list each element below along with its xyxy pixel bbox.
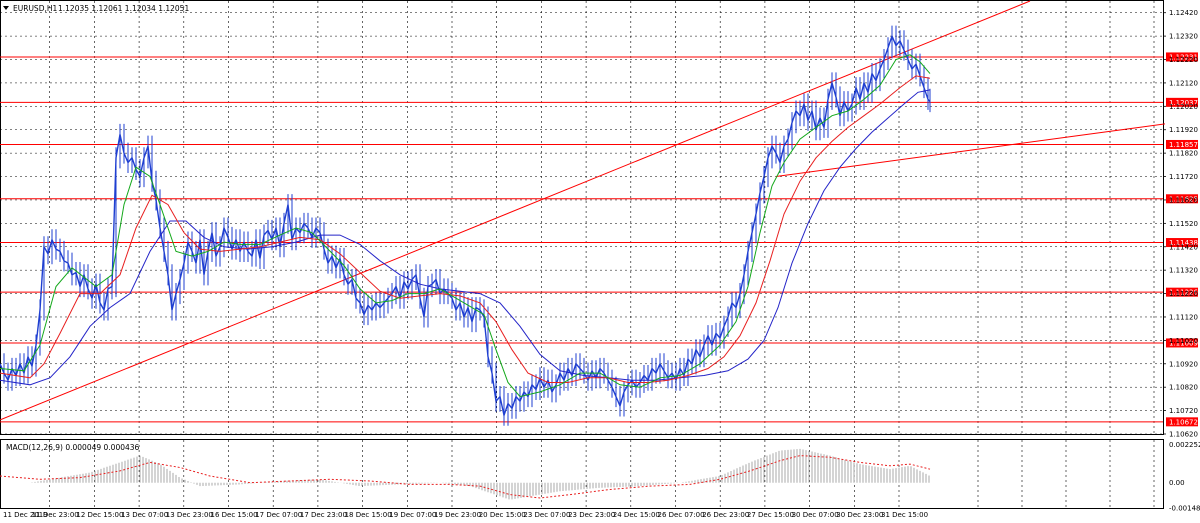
price-axis-label: 1.10620 <box>1169 431 1198 439</box>
grid-lines <box>0 1 1163 508</box>
price-axis-label: 1.11120 <box>1169 313 1198 321</box>
price-axis: 1.12420 1.12320 1.12220 1.12120 1.12020 1.119… <box>1163 9 1198 439</box>
price-axis-label: 1.12120 <box>1169 79 1198 87</box>
price-axis-label: 1.11420 <box>1169 243 1198 251</box>
time-axis-label: 13 Dec 23:00 <box>166 511 213 519</box>
price-axis-label: 1.12420 <box>1169 9 1198 17</box>
time-axis-label: 11 Dec 2019 <box>3 511 48 519</box>
price-series <box>0 25 931 426</box>
price-axis-label: 1.10720 <box>1169 407 1198 415</box>
price-axis-label: 1.11820 <box>1169 150 1198 158</box>
time-axis-label: 26 Dec 23:00 <box>702 511 749 519</box>
price-tag-background <box>1166 338 1198 348</box>
price-tag-label: 1.11226 <box>1169 289 1198 297</box>
symbol-label: EURUSD,H1 <box>13 4 57 13</box>
time-axis-label: 23 Dec 23:00 <box>568 511 615 519</box>
price-axis-label: 1.11520 <box>1169 220 1198 228</box>
price-tag-label: 1.11009 <box>1169 339 1198 347</box>
price-tag-background <box>1166 417 1198 427</box>
trendline <box>0 0 1031 421</box>
ohlc-readout: 1.12035 1.12061 1.12034 1.12051 <box>58 4 189 13</box>
price-axis-label: 1.11720 <box>1169 173 1198 181</box>
ma-fast-line <box>0 54 931 398</box>
price-tag-background <box>1166 238 1198 248</box>
trendlines <box>0 0 1166 421</box>
macd-indicator: 0.002252 0.00 -0.001489 <box>0 441 1200 512</box>
time-axis-label: 11 Dec 23:00 <box>32 511 79 519</box>
macd-subwindow-frame <box>0 439 1164 509</box>
price-tag-label: 1.11438 <box>1169 239 1198 247</box>
price-tag-label: 1.12037 <box>1169 99 1198 107</box>
horizontal-levels: 1.12231 1.12037 1.11857 1.11625 1.11438 1.112… <box>0 52 1198 427</box>
macd-label: MACD(12,26,9) 0.000049 0.000436 <box>6 443 140 452</box>
time-axis-label: 19 Dec 23:00 <box>434 511 481 519</box>
time-axis-label: 19 Dec 07:00 <box>389 511 436 519</box>
time-axis-label: 26 Dec 07:00 <box>658 511 705 519</box>
price-axis-label: 1.11920 <box>1169 126 1198 134</box>
price-tag-background <box>1166 139 1198 149</box>
price-axis-label: 1.11320 <box>1169 267 1198 275</box>
price-tag-label: 1.11625 <box>1169 195 1198 203</box>
time-axis-label: 17 Dec 23:00 <box>300 511 347 519</box>
ma-mid-line <box>0 75 931 383</box>
price-tag-label: 1.12231 <box>1169 53 1198 61</box>
price-axis-label: 1.12320 <box>1169 33 1198 41</box>
time-axis-label: 13 Dec 07:00 <box>121 511 168 519</box>
price-tag-background <box>1166 97 1198 107</box>
price-axis-label: 1.12020 <box>1169 103 1198 111</box>
time-axis-label: 23 Dec 07:00 <box>523 511 570 519</box>
price-axis-label: 1.11020 <box>1169 337 1198 345</box>
macd-axis-label: 0.00 <box>1169 479 1185 487</box>
price-axis-label: 1.11620 <box>1169 196 1198 204</box>
macd-axis-label: 0.002252 <box>1169 441 1200 449</box>
macd-axis-label: -0.001489 <box>1169 504 1200 512</box>
price-tag-label: 1.10672 <box>1169 418 1198 426</box>
time-axis-label: 31 Dec 15:00 <box>881 511 928 519</box>
time-axis-label: 30 Dec 07:00 <box>792 511 839 519</box>
time-axis-label: 17 Dec 07:00 <box>255 511 302 519</box>
trendline <box>775 123 1166 178</box>
time-axis-label: 24 Dec 15:00 <box>613 511 660 519</box>
price-tag-background <box>1166 287 1198 297</box>
time-axis-label: 16 Dec 15:00 <box>211 511 258 519</box>
price-axis-label: 1.11220 <box>1169 290 1198 298</box>
price-axis-label: 1.10920 <box>1169 360 1198 368</box>
price-tag-background <box>1166 194 1198 204</box>
time-axis-label: 18 Dec 15:00 <box>345 511 392 519</box>
price-axis-label: 1.10820 <box>1169 384 1198 392</box>
time-axis-label: 27 Dec 15:00 <box>747 511 794 519</box>
main-chart-frame <box>0 0 1164 435</box>
price-tag-label: 1.11857 <box>1169 141 1198 149</box>
macd-signal-line <box>0 455 931 499</box>
time-axis-label: 12 Dec 15:00 <box>76 511 123 519</box>
time-axis-label: 20 Dec 15:00 <box>479 511 526 519</box>
triangle-down-icon[interactable] <box>3 6 9 10</box>
price-axis-label: 1.12220 <box>1169 56 1198 64</box>
time-axis-label: 30 Dec 23:00 <box>836 511 883 519</box>
price-tag-background <box>1166 52 1198 62</box>
ma-slow-line <box>0 89 931 386</box>
